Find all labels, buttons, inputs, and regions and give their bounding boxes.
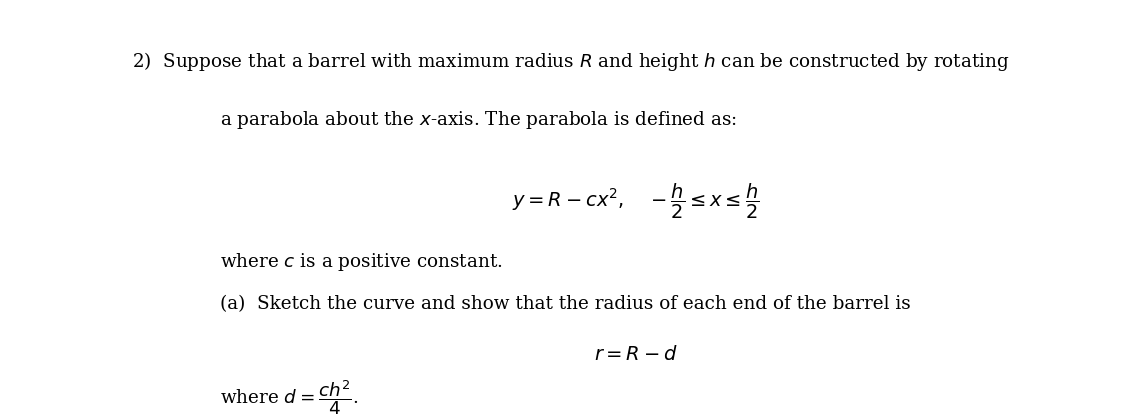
Text: $y = R - cx^2, \quad -\dfrac{h}{2} \leq x \leq \dfrac{h}{2}$: $y = R - cx^2, \quad -\dfrac{h}{2} \leq … — [512, 182, 760, 221]
Text: $r = R - d$: $r = R - d$ — [594, 345, 678, 364]
Text: where $d = \dfrac{ch^2}{4}$.: where $d = \dfrac{ch^2}{4}$. — [220, 378, 359, 417]
Text: a parabola about the $x$-axis. The parabola is defined as:: a parabola about the $x$-axis. The parab… — [220, 109, 737, 131]
Text: where $c$ is a positive constant.: where $c$ is a positive constant. — [220, 251, 503, 273]
Text: (a)  Sketch the curve and show that the radius of each end of the barrel is: (a) Sketch the curve and show that the r… — [220, 295, 911, 313]
Text: 2)  Suppose that a barrel with maximum radius $R$ and height $h$ can be construc: 2) Suppose that a barrel with maximum ra… — [132, 50, 1010, 73]
